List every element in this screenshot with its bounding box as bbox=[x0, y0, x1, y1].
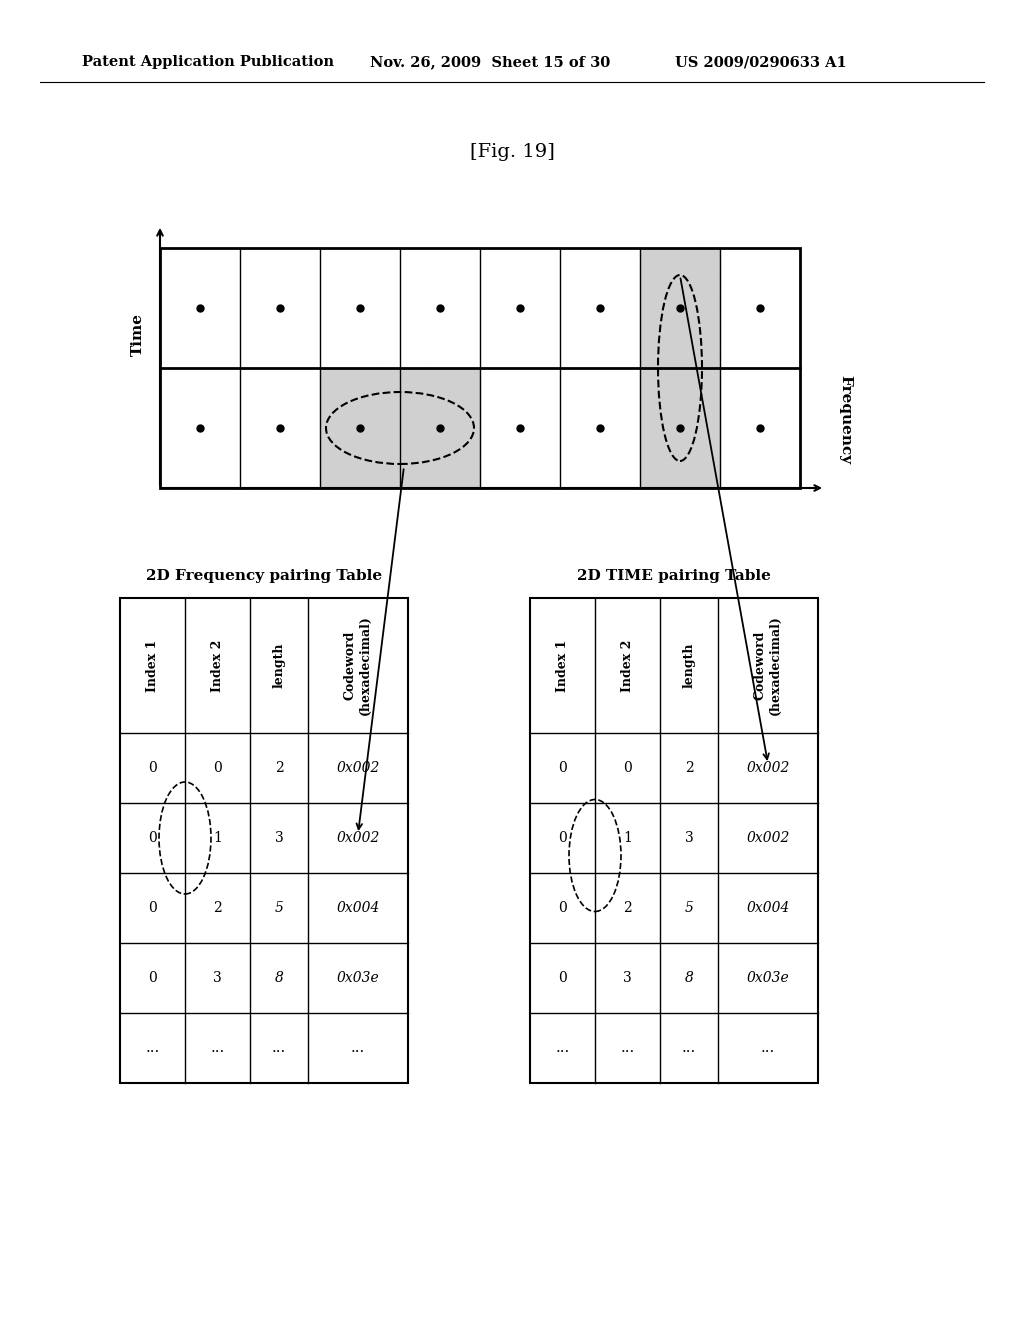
Text: 0: 0 bbox=[148, 762, 157, 775]
Text: 2D TIME pairing Table: 2D TIME pairing Table bbox=[578, 569, 771, 583]
Text: 3: 3 bbox=[624, 972, 632, 985]
Text: 0x004: 0x004 bbox=[746, 902, 790, 915]
Text: 2D Frequency pairing Table: 2D Frequency pairing Table bbox=[146, 569, 382, 583]
Bar bbox=[319, 368, 400, 488]
Text: 3: 3 bbox=[213, 972, 222, 985]
Text: 3: 3 bbox=[274, 832, 284, 845]
Text: Patent Application Publication: Patent Application Publication bbox=[82, 55, 334, 69]
Bar bbox=[160, 248, 800, 488]
Text: ...: ... bbox=[210, 1041, 224, 1055]
Text: 0x03e: 0x03e bbox=[337, 972, 379, 985]
Text: ...: ... bbox=[351, 1041, 366, 1055]
Text: 2: 2 bbox=[213, 902, 222, 915]
Text: 2: 2 bbox=[274, 762, 284, 775]
Text: ...: ... bbox=[761, 1041, 775, 1055]
Text: 0x03e: 0x03e bbox=[746, 972, 790, 985]
Text: length: length bbox=[683, 643, 695, 688]
Bar bbox=[400, 368, 480, 488]
Text: 0: 0 bbox=[148, 972, 157, 985]
Text: 0: 0 bbox=[148, 902, 157, 915]
Text: Nov. 26, 2009  Sheet 15 of 30: Nov. 26, 2009 Sheet 15 of 30 bbox=[370, 55, 610, 69]
Text: 1: 1 bbox=[213, 832, 222, 845]
Text: 8: 8 bbox=[274, 972, 284, 985]
Text: 0: 0 bbox=[558, 762, 567, 775]
Text: Codeword
(hexadecimal): Codeword (hexadecimal) bbox=[344, 615, 372, 715]
Text: Time: Time bbox=[131, 314, 145, 356]
Text: Index 1: Index 1 bbox=[146, 639, 159, 692]
Text: 2: 2 bbox=[624, 902, 632, 915]
Bar bbox=[120, 598, 408, 1082]
Text: 0x002: 0x002 bbox=[336, 832, 380, 845]
Text: US 2009/0290633 A1: US 2009/0290633 A1 bbox=[675, 55, 847, 69]
Text: 0: 0 bbox=[624, 762, 632, 775]
Text: [Fig. 19]: [Fig. 19] bbox=[470, 143, 554, 161]
Text: ...: ... bbox=[682, 1041, 696, 1055]
Bar bbox=[640, 248, 720, 488]
Text: 0: 0 bbox=[148, 832, 157, 845]
Text: ...: ... bbox=[145, 1041, 160, 1055]
Text: 2: 2 bbox=[685, 762, 693, 775]
Text: 0: 0 bbox=[558, 972, 567, 985]
Bar bbox=[530, 598, 818, 1082]
Text: 5: 5 bbox=[685, 902, 693, 915]
Text: ...: ... bbox=[555, 1041, 569, 1055]
Text: Index 2: Index 2 bbox=[211, 639, 224, 692]
Text: 0x002: 0x002 bbox=[746, 832, 790, 845]
Text: 8: 8 bbox=[685, 972, 693, 985]
Text: 0: 0 bbox=[558, 832, 567, 845]
Text: Codeword
(hexadecimal): Codeword (hexadecimal) bbox=[754, 615, 782, 715]
Text: 0: 0 bbox=[213, 762, 222, 775]
Text: Index 2: Index 2 bbox=[621, 639, 634, 692]
Text: 0: 0 bbox=[558, 902, 567, 915]
Text: Frequency: Frequency bbox=[838, 375, 852, 465]
Text: 0x002: 0x002 bbox=[746, 762, 790, 775]
Text: 0x004: 0x004 bbox=[336, 902, 380, 915]
Text: length: length bbox=[272, 643, 286, 688]
Text: 0x002: 0x002 bbox=[336, 762, 380, 775]
Text: 3: 3 bbox=[685, 832, 693, 845]
Text: ...: ... bbox=[272, 1041, 286, 1055]
Text: ...: ... bbox=[621, 1041, 635, 1055]
Text: 5: 5 bbox=[274, 902, 284, 915]
Text: 1: 1 bbox=[623, 832, 632, 845]
Text: Index 1: Index 1 bbox=[556, 639, 569, 692]
